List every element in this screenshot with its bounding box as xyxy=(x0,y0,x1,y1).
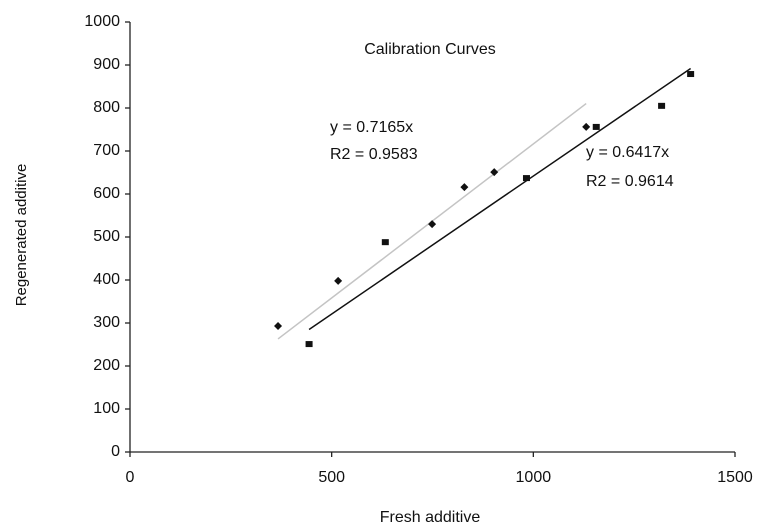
point xyxy=(687,71,695,78)
y-tick-label: 400 xyxy=(93,271,120,288)
chart-title: Calibration Curves xyxy=(364,41,496,58)
y-tick-label: 900 xyxy=(93,56,120,73)
y-tick-label: 0 xyxy=(111,443,120,460)
point xyxy=(274,322,283,331)
y-tick-label: 300 xyxy=(93,314,120,331)
x-tick-label: 1000 xyxy=(516,469,552,486)
point xyxy=(490,168,499,177)
y-tick-label: 800 xyxy=(93,99,120,116)
point xyxy=(658,102,666,109)
y-tick-label: 200 xyxy=(93,357,120,374)
point xyxy=(460,183,469,192)
x-tick-label: 0 xyxy=(126,469,135,486)
point xyxy=(582,122,591,131)
point xyxy=(381,239,389,246)
point xyxy=(522,175,530,182)
point xyxy=(592,123,600,130)
y-tick-label: 500 xyxy=(93,228,120,245)
x-tick-label: 500 xyxy=(318,469,345,486)
trendline-equation: y = 0.7165x xyxy=(330,119,413,136)
y-tick-label: 600 xyxy=(93,185,120,202)
trendline xyxy=(308,67,692,331)
point xyxy=(305,341,313,348)
point xyxy=(428,220,437,229)
y-tick-label: 1000 xyxy=(84,13,120,30)
trendline-r2: R2 = 0.9583 xyxy=(330,146,418,163)
y-tick-label: 100 xyxy=(93,400,120,417)
y-axis-label: Regenerated additive xyxy=(13,164,30,307)
x-axis-label: Fresh additive xyxy=(380,509,481,526)
point xyxy=(334,276,343,285)
x-tick-label: 1500 xyxy=(717,469,753,486)
trendline-r2: R2 = 0.9614 xyxy=(586,173,674,190)
trendline-equation: y = 0.6417x xyxy=(586,144,669,161)
y-tick-label: 700 xyxy=(93,142,120,159)
